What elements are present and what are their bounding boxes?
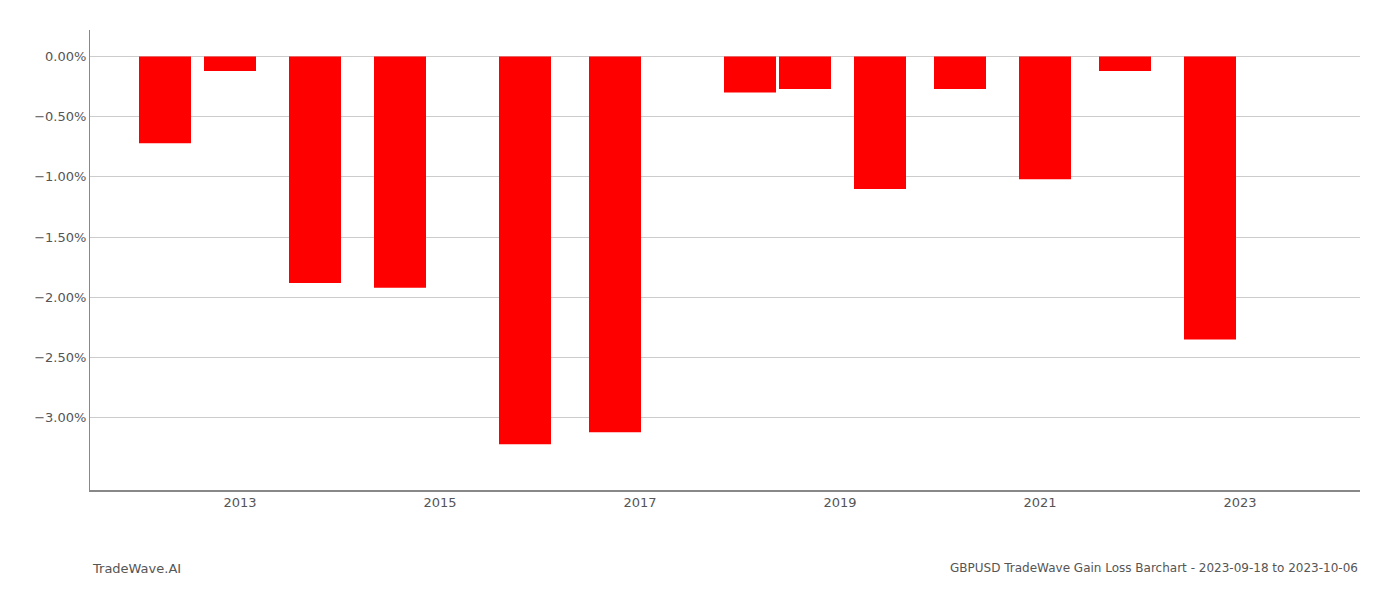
svg-text:−0.50%: −0.50% (34, 109, 86, 124)
svg-text:2017: 2017 (623, 495, 656, 510)
svg-text:−2.00%: −2.00% (34, 290, 86, 305)
svg-text:−3.00%: −3.00% (34, 410, 86, 425)
svg-text:2015: 2015 (423, 495, 456, 510)
svg-text:−1.00%: −1.00% (34, 169, 86, 184)
svg-text:0.00%: 0.00% (45, 49, 86, 64)
svg-text:GBPUSD TradeWave Gain Loss Bar: GBPUSD TradeWave Gain Loss Barchart - 20… (950, 561, 1358, 575)
svg-text:−1.50%: −1.50% (34, 230, 86, 245)
svg-text:−2.50%: −2.50% (34, 350, 86, 365)
svg-text:2019: 2019 (823, 495, 856, 510)
svg-text:2013: 2013 (223, 495, 256, 510)
svg-text:TradeWave.AI: TradeWave.AI (92, 561, 181, 576)
svg-text:2023: 2023 (1223, 495, 1256, 510)
svg-text:2021: 2021 (1023, 495, 1056, 510)
